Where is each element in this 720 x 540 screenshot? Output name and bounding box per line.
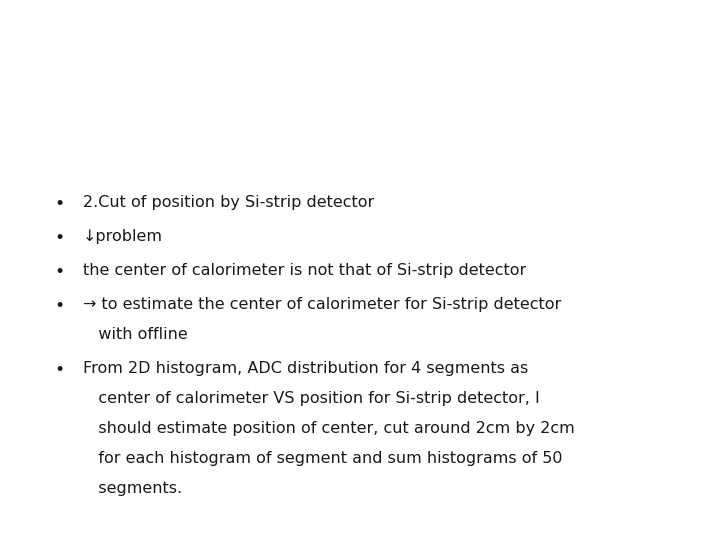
Text: with offline: with offline [83, 327, 187, 342]
Text: → to estimate the center of calorimeter for Si-strip detector: → to estimate the center of calorimeter … [83, 297, 561, 312]
Text: segments.: segments. [83, 481, 182, 496]
Text: •: • [54, 297, 64, 315]
Text: ↓problem: ↓problem [83, 229, 163, 244]
Text: •: • [54, 263, 64, 281]
Text: From 2D histogram, ADC distribution for 4 segments as: From 2D histogram, ADC distribution for … [83, 361, 528, 376]
Text: •: • [54, 229, 64, 247]
Text: for each histogram of segment and sum histograms of 50: for each histogram of segment and sum hi… [83, 451, 562, 466]
Text: •: • [54, 361, 64, 379]
Text: should estimate position of center, cut around 2cm by 2cm: should estimate position of center, cut … [83, 421, 575, 436]
Text: 2.Cut of position by Si-strip detector: 2.Cut of position by Si-strip detector [83, 195, 374, 210]
Text: the center of calorimeter is not that of Si-strip detector: the center of calorimeter is not that of… [83, 263, 526, 278]
Text: •: • [54, 195, 64, 213]
Text: center of calorimeter VS position for Si-strip detector, I: center of calorimeter VS position for Si… [83, 391, 539, 406]
